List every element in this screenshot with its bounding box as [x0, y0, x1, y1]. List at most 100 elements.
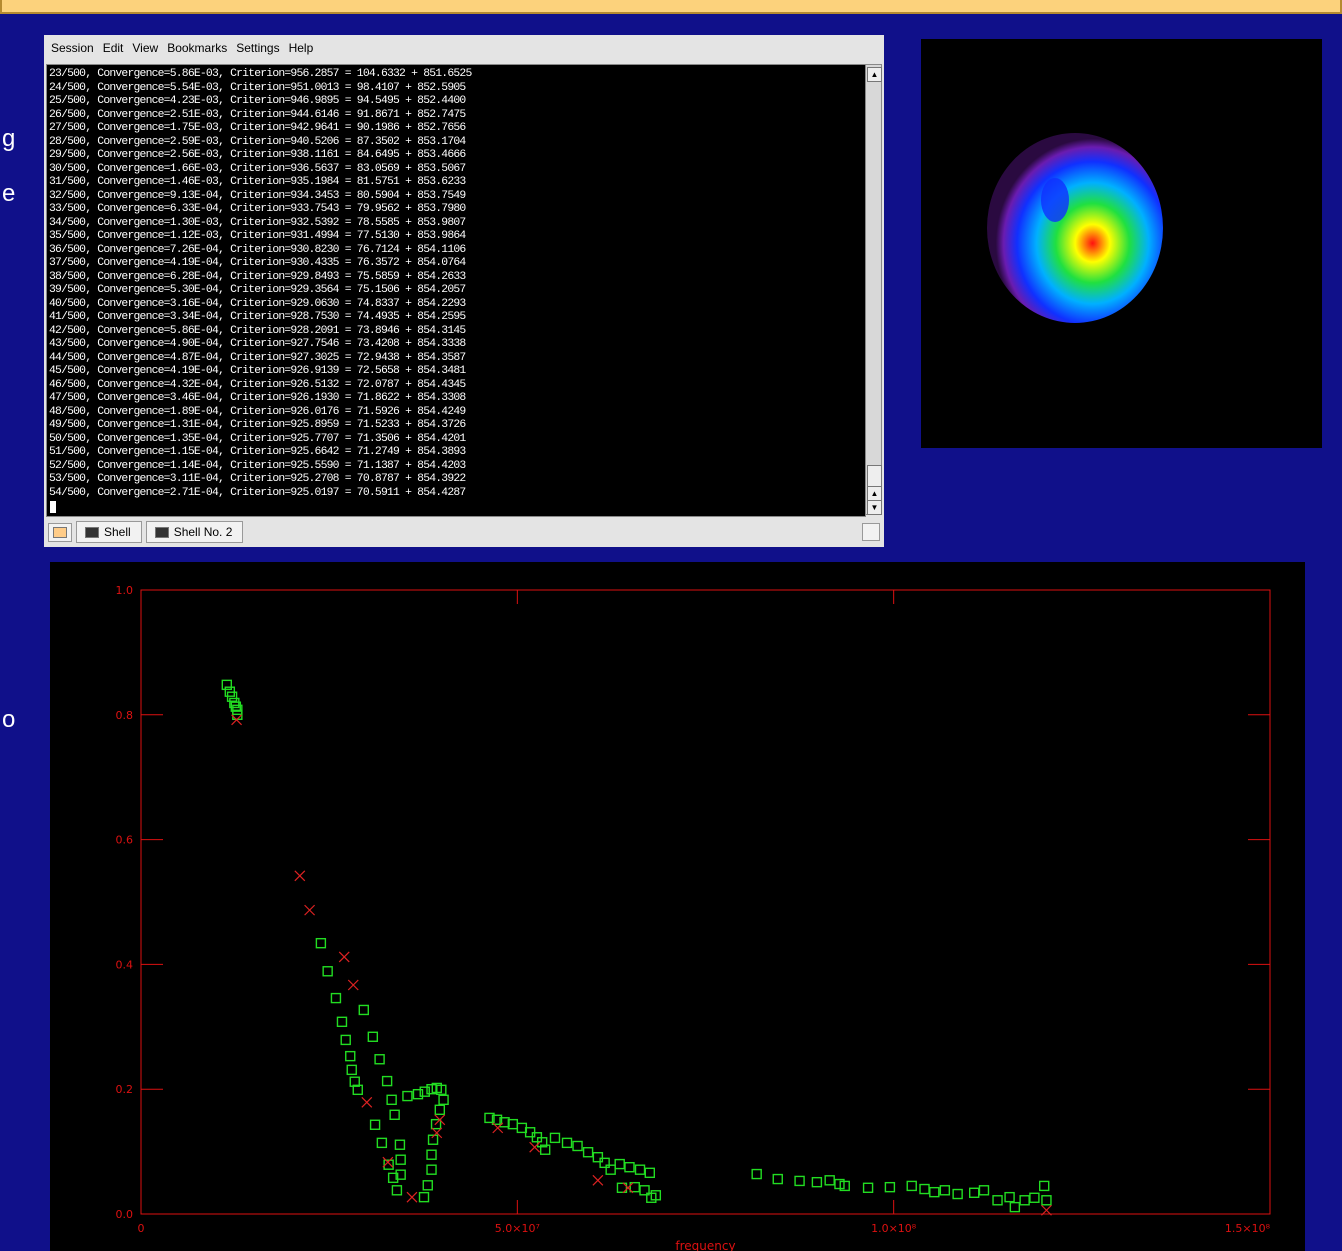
point: [885, 1183, 894, 1192]
point: [305, 905, 315, 915]
point: [645, 1168, 654, 1177]
scroll-up[interactable]: ▲: [867, 67, 882, 82]
terminal-line: 33/500, Convergence=6.33E-04, Criterion=…: [49, 203, 472, 217]
point: [375, 1055, 384, 1064]
terminal-line: 52/500, Convergence=1.14E-04, Criterion=…: [49, 460, 472, 474]
terminal-line: 40/500, Convergence=3.16E-04, Criterion=…: [49, 298, 472, 312]
point: [615, 1160, 624, 1169]
point: [573, 1141, 582, 1150]
point: [485, 1113, 494, 1122]
terminal-line: 41/500, Convergence=3.34E-04, Criterion=…: [49, 311, 472, 325]
point: [230, 698, 239, 707]
terminal-line: 43/500, Convergence=4.90E-04, Criterion=…: [49, 338, 472, 352]
point: [508, 1120, 517, 1129]
point: [500, 1118, 509, 1127]
tab-icon: [85, 527, 99, 538]
point: [623, 1183, 633, 1193]
point: [362, 1097, 372, 1107]
tab-icon: [155, 527, 169, 538]
x-tick-label: 1.5×10⁸: [1225, 1222, 1271, 1235]
point: [930, 1188, 939, 1197]
point: [389, 1173, 398, 1182]
terminal-line: 39/500, Convergence=5.30E-04, Criterion=…: [49, 284, 472, 298]
point: [383, 1157, 393, 1167]
point: [232, 715, 242, 725]
point: [429, 1135, 438, 1144]
point: [427, 1150, 436, 1159]
terminal-line: 27/500, Convergence=1.75E-03, Criterion=…: [49, 122, 472, 136]
scroll-up[interactable]: ▲: [867, 486, 882, 501]
point: [413, 1090, 422, 1099]
terminal-line: 45/500, Convergence=4.19E-04, Criterion=…: [49, 365, 472, 379]
scroll-down[interactable]: ▼: [867, 500, 882, 515]
x-axis-label: frequency: [675, 1239, 735, 1251]
tab-label: Shell: [104, 525, 131, 539]
menu-item[interactable]: Bookmarks: [167, 41, 227, 55]
tab-bar: Shell Shell No. 2: [44, 517, 884, 547]
point: [341, 1035, 350, 1044]
point: [1010, 1203, 1019, 1212]
terminal-line: 36/500, Convergence=7.26E-04, Criterion=…: [49, 244, 472, 258]
terminal-line: 47/500, Convergence=3.46E-04, Criterion=…: [49, 392, 472, 406]
point: [625, 1163, 634, 1172]
point: [1005, 1193, 1014, 1202]
menu-item[interactable]: Help: [289, 41, 314, 55]
menu-item[interactable]: Edit: [103, 41, 124, 55]
point: [396, 1155, 405, 1164]
tab[interactable]: Shell: [76, 521, 142, 543]
terminal-line: 49/500, Convergence=1.31E-04, Criterion=…: [49, 419, 472, 433]
x-tick-label: 1.0×10⁸: [871, 1222, 917, 1235]
tab[interactable]: Shell No. 2: [146, 521, 244, 543]
point: [1040, 1181, 1049, 1190]
point: [1020, 1196, 1029, 1205]
terminal-line: 24/500, Convergence=5.54E-03, Criterion=…: [49, 82, 472, 96]
y-tick-label: 0.2: [116, 1083, 134, 1096]
menu-item[interactable]: Settings: [236, 41, 279, 55]
point: [432, 1120, 441, 1129]
point: [651, 1191, 660, 1200]
slide-text: g: [2, 125, 15, 153]
terminal-line: 34/500, Convergence=1.30E-03, Criterion=…: [49, 217, 472, 231]
point: [353, 1085, 362, 1094]
point: [323, 967, 332, 976]
scrollbar[interactable]: ▲ ▲ ▼: [865, 64, 882, 515]
point: [233, 710, 242, 719]
menu-item[interactable]: View: [132, 41, 158, 55]
point: [630, 1183, 639, 1192]
slide-text: o: [2, 706, 15, 734]
point: [640, 1186, 649, 1195]
point: [530, 1142, 540, 1152]
close-tab-button[interactable]: [862, 523, 880, 541]
terminal-line: 26/500, Convergence=2.51E-03, Criterion=…: [49, 109, 472, 123]
terminal-line: 25/500, Convergence=4.23E-03, Criterion=…: [49, 95, 472, 109]
point: [396, 1170, 405, 1179]
point: [231, 702, 240, 711]
terminal-screen: 23/500, Convergence=5.86E-03, Criterion=…: [46, 64, 866, 517]
menu-item[interactable]: Session: [51, 41, 94, 55]
slide: g e o SessionEditViewBookmarksSettingsHe…: [0, 0, 1342, 1251]
image-blob: [1041, 178, 1069, 222]
point: [337, 1017, 346, 1026]
terminal-line: 35/500, Convergence=1.12E-03, Criterion=…: [49, 230, 472, 244]
point: [347, 1065, 356, 1074]
terminal-line: 38/500, Convergence=6.28E-04, Criterion=…: [49, 271, 472, 285]
point: [403, 1092, 412, 1101]
point: [550, 1133, 559, 1142]
point: [606, 1165, 615, 1174]
terminal-line: 48/500, Convergence=1.89E-04, Criterion=…: [49, 406, 472, 420]
point: [392, 1186, 401, 1195]
point: [432, 1128, 442, 1138]
terminal-line: 50/500, Convergence=1.35E-04, Criterion=…: [49, 433, 472, 447]
terminal-line: 53/500, Convergence=3.11E-04, Criterion=…: [49, 473, 472, 487]
scroll-thumb[interactable]: [867, 465, 882, 487]
point: [432, 1083, 441, 1092]
cursor: [50, 501, 56, 513]
new-tab-button[interactable]: [48, 523, 72, 542]
y-tick-label: 0.6: [116, 834, 134, 847]
point: [835, 1180, 844, 1189]
terminal-line: 28/500, Convergence=2.59E-03, Criterion=…: [49, 136, 472, 150]
point: [359, 1005, 368, 1014]
point: [600, 1158, 609, 1167]
point: [825, 1176, 834, 1185]
